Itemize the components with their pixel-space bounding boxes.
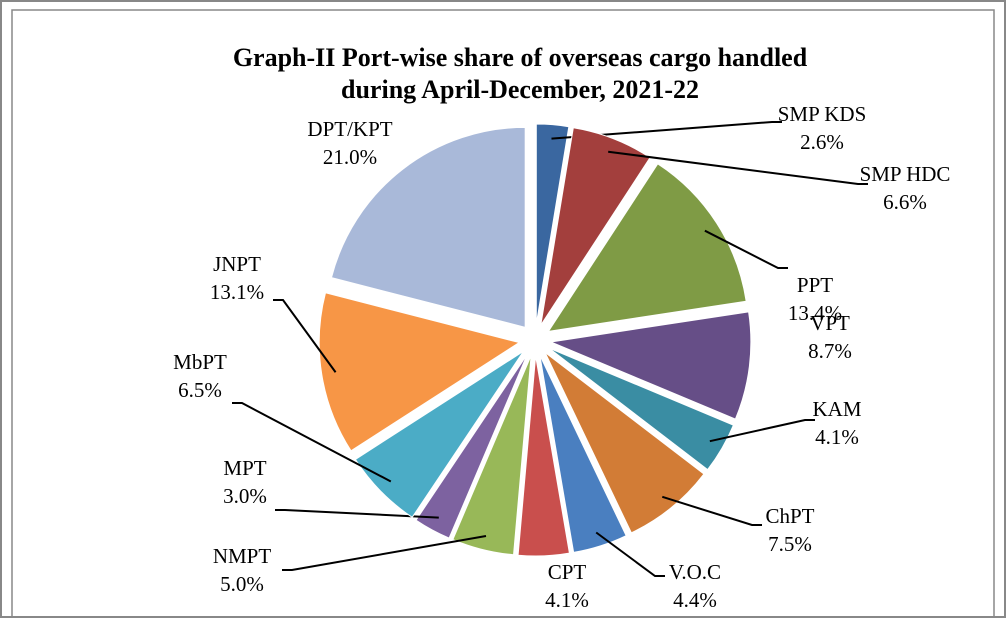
slice-label: CPT <box>548 560 587 584</box>
chart-title: during April-December, 2021-22 <box>341 75 699 104</box>
slice-value: 8.7% <box>808 339 852 363</box>
slice-label: V.O.C <box>669 560 721 584</box>
pie-slice <box>415 353 528 539</box>
slice-value: 3.0% <box>223 484 267 508</box>
slice-value: 21.0% <box>323 145 377 169</box>
pie-slice <box>548 347 735 471</box>
slice-label: JNPT <box>213 252 261 276</box>
leader-line <box>551 121 782 140</box>
leader-line <box>704 229 788 269</box>
pie-slice <box>452 355 532 556</box>
leader-line <box>232 402 392 483</box>
slice-label: MbPT <box>173 350 227 374</box>
slice-value: 5.0% <box>220 572 264 596</box>
pie-slice <box>539 355 627 553</box>
leader-line <box>282 534 487 571</box>
pie-slice <box>318 292 521 452</box>
slice-value: 13.1% <box>210 280 264 304</box>
slice-value: 6.6% <box>883 190 927 214</box>
leader-line <box>595 531 665 577</box>
pie-slice <box>330 126 526 329</box>
slice-label: KAM <box>812 397 861 421</box>
pie-slice <box>517 355 570 557</box>
slice-label: MPT <box>223 456 266 480</box>
plot-frame <box>11 9 995 618</box>
slice-value: 2.6% <box>800 130 844 154</box>
pie-slice <box>549 311 752 420</box>
pie-slice <box>544 352 705 534</box>
slice-value: 4.1% <box>545 588 589 612</box>
chart-title: Graph-II Port-wise share of overseas car… <box>233 43 808 72</box>
pie-slice <box>354 350 524 519</box>
leader-line <box>709 419 815 443</box>
slice-label: PPT <box>797 273 833 297</box>
slice-value: 4.1% <box>815 425 859 449</box>
slice-label: SMP HDC <box>860 162 951 186</box>
leader-line <box>608 150 868 185</box>
slice-label: NMPT <box>213 544 272 568</box>
leader-line <box>661 495 762 526</box>
pie-slice <box>547 163 747 333</box>
slice-value: 6.5% <box>178 378 222 402</box>
pie-slice <box>535 123 570 325</box>
leader-line <box>275 509 439 519</box>
slice-label: VPT <box>810 311 850 335</box>
slice-value: 4.4% <box>673 588 717 612</box>
slice-value: 7.5% <box>768 532 812 556</box>
slice-label: DPT/KPT <box>307 117 392 141</box>
slice-value: 13.4% <box>788 301 842 325</box>
leader-line <box>273 299 337 373</box>
slice-label: ChPT <box>765 504 814 528</box>
slice-label: SMP KDS <box>778 102 867 126</box>
